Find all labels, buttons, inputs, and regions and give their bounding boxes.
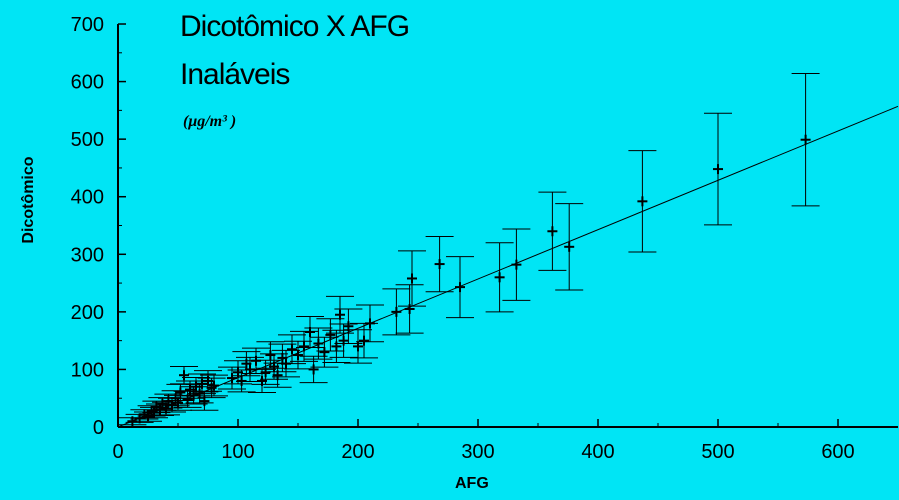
y-tick-label: 300: [71, 244, 104, 266]
y-tick-label: 500: [71, 129, 104, 151]
y-tick-label: 100: [71, 359, 104, 381]
chart-subtitle: Inaláveis: [180, 58, 290, 91]
tick-group: 0 100 200 300 400 500 600 0 100 200 300 400 500 600 70…: [71, 14, 855, 463]
fit-line: [117, 105, 899, 428]
x-tick-label: 500: [701, 441, 734, 463]
x-axis-label: AFG: [455, 475, 489, 492]
data-points: [127, 134, 811, 427]
y-tick-label: 200: [71, 302, 104, 324]
x-tick-label: 400: [581, 441, 614, 463]
chart-title: Dicotômico X AFG: [180, 10, 410, 43]
x-tick-label: 200: [341, 441, 374, 463]
y-axis-label: Dicotômico: [20, 156, 37, 244]
units-label: (μg/m³ ): [183, 113, 237, 130]
x-tick-label: 0: [112, 441, 123, 463]
x-tick-label: 100: [221, 441, 254, 463]
y-tick-label: 400: [71, 187, 104, 209]
y-tick-label: 0: [93, 417, 104, 439]
y-tick-label: 700: [71, 14, 104, 36]
y-tick-label: 600: [71, 72, 104, 94]
x-tick-label: 600: [821, 441, 854, 463]
fit-line-group: [117, 105, 899, 428]
x-tick-label: 300: [461, 441, 494, 463]
